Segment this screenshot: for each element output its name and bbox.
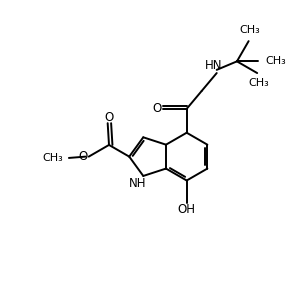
Text: CH₃: CH₃ (43, 153, 64, 163)
Text: OH: OH (178, 203, 196, 216)
Text: NH: NH (129, 177, 147, 190)
Text: O: O (104, 111, 114, 124)
Text: CH₃: CH₃ (239, 25, 260, 35)
Text: CH₃: CH₃ (265, 56, 286, 66)
Text: O: O (152, 102, 161, 115)
Text: CH₃: CH₃ (248, 78, 269, 88)
Text: O: O (78, 150, 87, 163)
Text: HN: HN (205, 59, 223, 72)
